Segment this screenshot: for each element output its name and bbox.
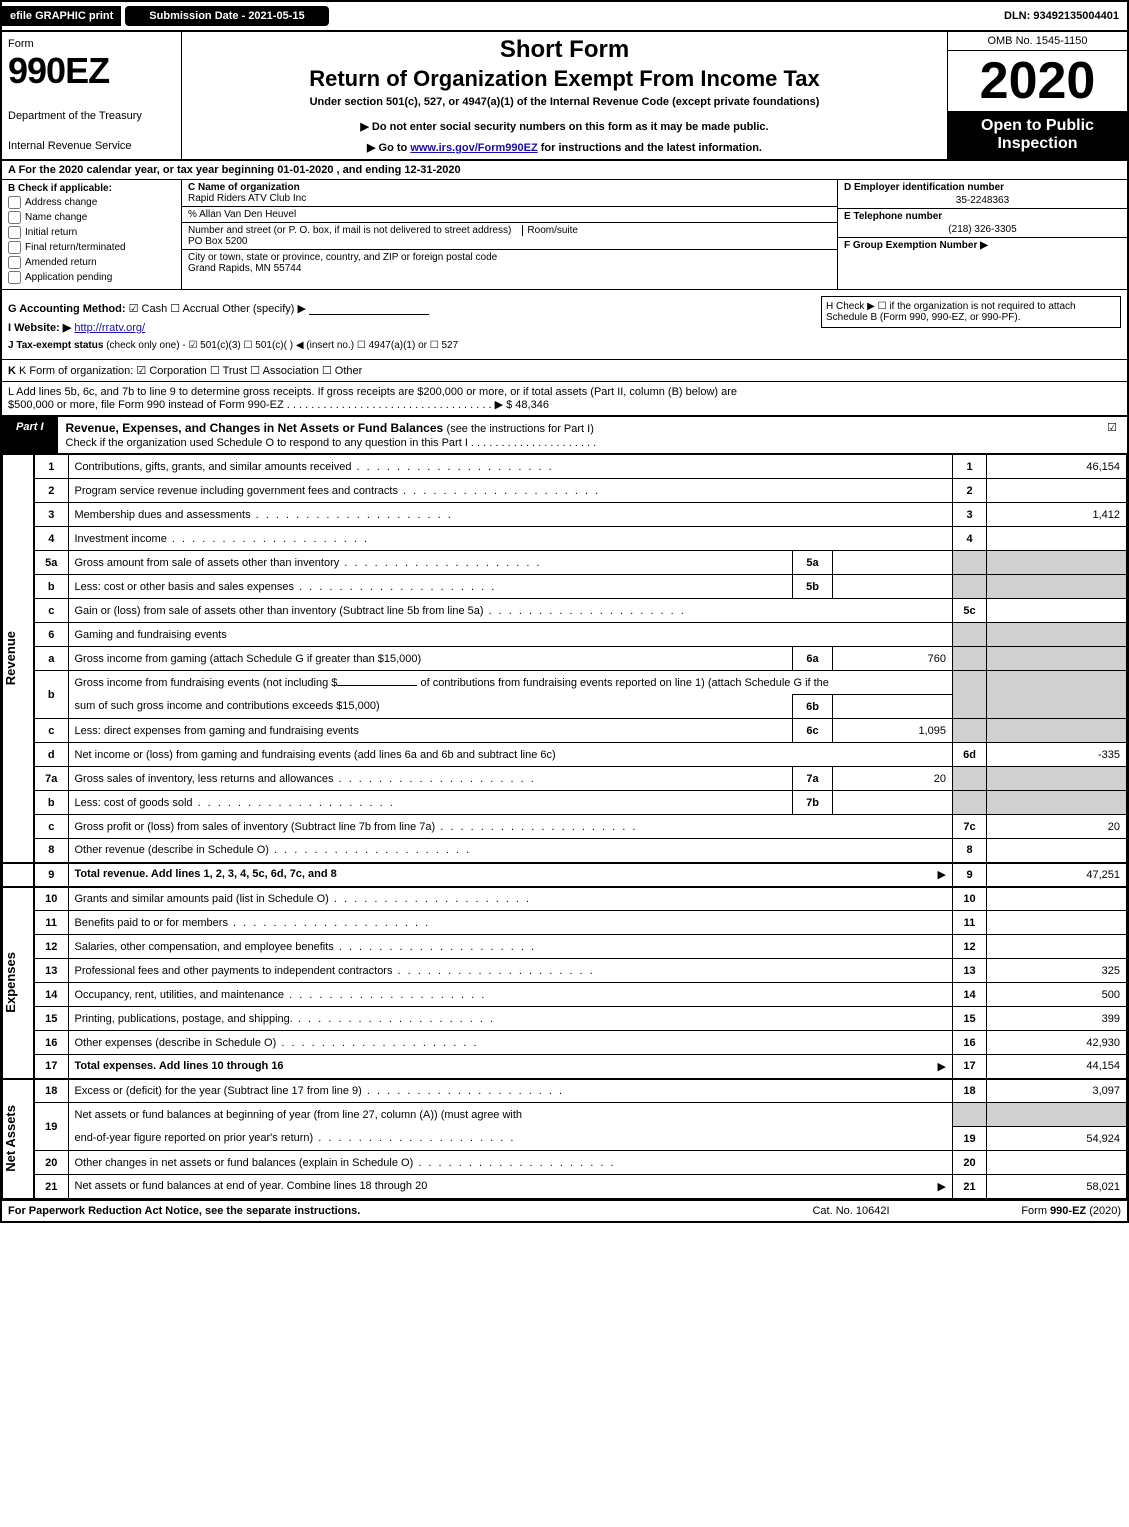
part-i-note: (see the instructions for Part I) [447,423,594,435]
city-state-zip: Grand Rapids, MN 55744 [188,263,301,274]
subtitle-1: Under section 501(c), 527, or 4947(a)(1)… [192,96,937,108]
short-form-title: Short Form [192,36,937,64]
f-label: F Group Exemption Number ▶ [844,240,988,251]
part-i-header: Part I Revenue, Expenses, and Changes in… [2,415,1127,454]
dept-irs: Internal Revenue Service [8,140,175,152]
c-label: C Name of organization [188,182,300,193]
netassets-label: Net Assets [3,1105,18,1172]
addr-label: Number and street (or P. O. box, if mail… [188,225,511,236]
check-initial-return[interactable]: Initial return [8,226,175,239]
care-of: % Allan Van Den Heuvel [188,209,296,220]
b-header: B Check if applicable: [8,183,175,194]
part-i-checkbox[interactable]: ☑ [1097,417,1127,453]
col-b-checkboxes: B Check if applicable: Address change Na… [2,180,182,289]
subtitle-2: ▶ Do not enter social security numbers o… [192,120,937,133]
h-box: H Check ▶ ☐ if the organization is not r… [821,296,1121,328]
main-table: Revenue 1Contributions, gifts, grants, a… [2,454,1127,1199]
expenses-label: Expenses [3,952,18,1013]
form-word: Form [8,38,175,50]
part-i-title: Revenue, Expenses, and Changes in Net As… [66,421,444,435]
i-label: I Website: ▶ [8,322,71,334]
efile-print-button[interactable]: efile GRAPHIC print [2,6,121,26]
check-final-return[interactable]: Final return/terminated [8,241,175,254]
footer-left: For Paperwork Reduction Act Notice, see … [8,1205,761,1217]
room-label: Room/suite [522,225,578,236]
part-i-tab: Part I [2,417,58,453]
omb-number: OMB No. 1545-1150 [948,32,1127,51]
footer-mid: Cat. No. 10642I [761,1205,941,1217]
org-name: Rapid Riders ATV Club Inc [188,193,306,204]
irs-link[interactable]: www.irs.gov/Form990EZ [410,142,537,154]
page-footer: For Paperwork Reduction Act Notice, see … [2,1199,1127,1221]
col-c-org-info: C Name of organization Rapid Riders ATV … [182,180,837,289]
dept-treasury: Department of the Treasury [8,110,175,122]
check-name-change[interactable]: Name change [8,211,175,224]
col-def: D Employer identification number 35-2248… [837,180,1127,289]
l-line: L Add lines 5b, 6c, and 7b to line 9 to … [2,381,1127,415]
website-link[interactable]: http://rratv.org/ [74,322,145,334]
submission-date: Submission Date - 2021-05-15 [125,6,328,26]
city-label: City or town, state or province, country… [188,252,497,263]
j-label: J Tax-exempt status [8,340,103,351]
check-application-pending[interactable]: Application pending [8,271,175,284]
d-label: D Employer identification number [844,182,1004,193]
form-number: 990EZ [8,50,175,92]
form-title: Return of Organization Exempt From Incom… [192,66,937,92]
footer-right: Form 990-EZ (2020) [941,1205,1121,1217]
tax-year: 2020 [948,51,1127,111]
street-address: PO Box 5200 [188,236,247,247]
line-a: A For the 2020 calendar year, or tax yea… [2,159,1127,179]
revenue-label: Revenue [3,631,18,685]
g-label: G Accounting Method: [8,303,126,315]
phone-value: (218) 326-3305 [844,224,1121,235]
check-address-change[interactable]: Address change [8,196,175,209]
open-to-public: Open to Public Inspection [948,111,1127,159]
part-i-check-text: Check if the organization used Schedule … [66,437,597,449]
dln-label: DLN: 93492135004401 [1004,10,1127,22]
k-line: K K Form of organization: ☑ Corporation … [2,359,1127,381]
ein-value: 35-2248363 [844,195,1121,206]
top-bar: efile GRAPHIC print Submission Date - 20… [2,2,1127,30]
subtitle-3: ▶ Go to www.irs.gov/Form990EZ for instru… [192,141,937,154]
e-label: E Telephone number [844,211,942,222]
check-amended-return[interactable]: Amended return [8,256,175,269]
j-options: (check only one) - ☑ 501(c)(3) ☐ 501(c)(… [106,340,458,351]
g-j-block: H Check ▶ ☐ if the organization is not r… [2,289,1127,359]
g-options: ☑ Cash ☐ Accrual Other (specify) ▶ [129,303,306,315]
form-header: Form 990EZ Department of the Treasury In… [2,30,1127,159]
